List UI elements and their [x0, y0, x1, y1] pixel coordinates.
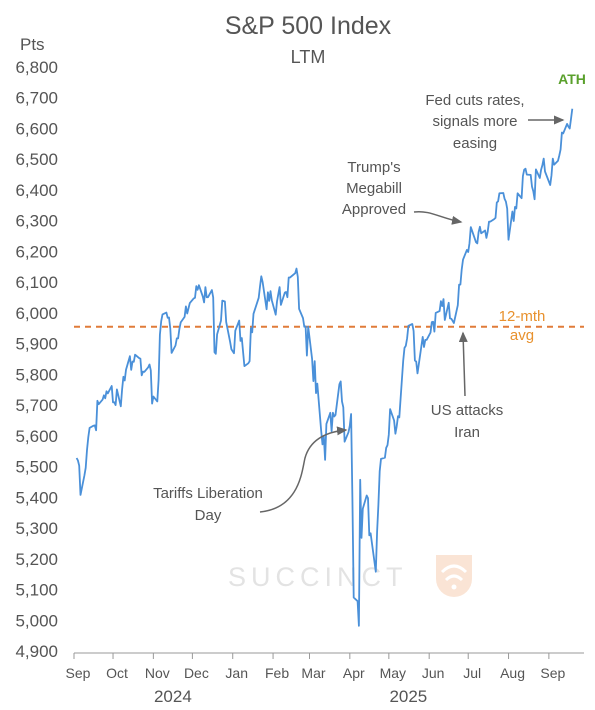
annotation-tariffs-arrow [259, 426, 348, 513]
annotation-iran-arrow [458, 331, 468, 397]
x-axis: Sep Oct Nov Dec Jan Feb Mar Apr May Jun Jul Aug Sep [66, 652, 584, 681]
y-tick-label: 5,700 [15, 396, 58, 415]
x-tick-label: Oct [106, 665, 128, 681]
x-tick-label: Aug [500, 665, 525, 681]
annotation-megabill-line1: Trump's [347, 159, 400, 176]
annotation-tariffs-line1: Tariffs Liberation [153, 485, 263, 502]
chart-title: S&P 500 Index [225, 12, 392, 40]
annotation-fed-line1: Fed cuts rates, [425, 92, 524, 109]
x-tick-label: Sep [540, 665, 565, 681]
annotation-iran-line1: US attacks [431, 402, 504, 419]
x-tick-label: Jun [422, 665, 445, 681]
annotation-ath: ATH [558, 71, 586, 87]
year-label: 2025 [389, 687, 427, 706]
x-tick-label: May [380, 665, 406, 681]
chart-subtitle: LTM [291, 47, 326, 67]
annotation-megabill-line3: Approved [342, 201, 406, 218]
annotation-tariffs: Tariffs Liberation Day [153, 426, 348, 524]
y-tick-label: 5,100 [15, 581, 58, 600]
annotation-fed-line3: easing [453, 135, 497, 152]
avg-label-line2: avg [510, 327, 534, 344]
y-tick-label: 5,200 [15, 550, 58, 569]
y-tick-label: 5,300 [15, 519, 58, 538]
y-tick-label: 5,000 [15, 611, 58, 630]
year-label: 2024 [154, 687, 192, 706]
x-tick-label: Sep [66, 665, 91, 681]
annotation-iran: US attacks Iran [431, 331, 504, 441]
annotation-megabill-line2: Megabill [346, 180, 402, 197]
y-tick-label: 5,900 [15, 335, 58, 354]
y-tick-label: 6,200 [15, 242, 58, 261]
y-axis-label: Pts [20, 35, 45, 54]
x-tick-label: Jul [463, 665, 481, 681]
y-tick-label: 6,600 [15, 119, 58, 138]
y-tick-labels: 6,800 6,700 6,600 6,500 6,400 6,300 6,200 6,100… [15, 58, 58, 661]
sp500-line [75, 108, 574, 627]
y-tick-label: 6,500 [15, 150, 58, 169]
y-tick-label: 5,600 [15, 427, 58, 446]
x-tick-label: Dec [184, 665, 209, 681]
y-tick-label: 6,300 [15, 212, 58, 231]
y-tick-label: 6,800 [15, 58, 58, 77]
y-tick-label: 5,800 [15, 365, 58, 384]
y-tick-label: 6,400 [15, 181, 58, 200]
y-tick-label: 5,500 [15, 458, 58, 477]
annotation-tariffs-line2: Day [195, 507, 222, 524]
x-tick-label: Jan [225, 665, 248, 681]
year-labels: 2024 2025 [154, 687, 427, 706]
x-tick-label: Nov [145, 665, 170, 681]
annotation-megabill: Trump's Megabill Approved [342, 159, 463, 225]
x-tick-label: Apr [343, 665, 365, 681]
annotation-fed-line2: signals more [432, 113, 517, 130]
watermark-text: SUCCINCT [228, 562, 408, 592]
x-tick-label: Feb [265, 665, 289, 681]
annotation-fed: Fed cuts rates, signals more easing [425, 92, 565, 152]
annotation-megabill-arrow [413, 210, 463, 225]
annotation-iran-line2: Iran [454, 424, 480, 441]
y-tick-label: 6,100 [15, 273, 58, 292]
x-tick-label: Mar [301, 665, 325, 681]
watermark-logo-icon [436, 555, 472, 597]
y-tick-label: 4,900 [15, 642, 58, 661]
watermark: SUCCINCT [228, 555, 472, 597]
y-tick-label: 6,700 [15, 89, 58, 108]
avg-label-line1: 12-mth [499, 308, 546, 325]
y-tick-label: 6,000 [15, 304, 58, 323]
y-tick-label: 5,400 [15, 488, 58, 507]
